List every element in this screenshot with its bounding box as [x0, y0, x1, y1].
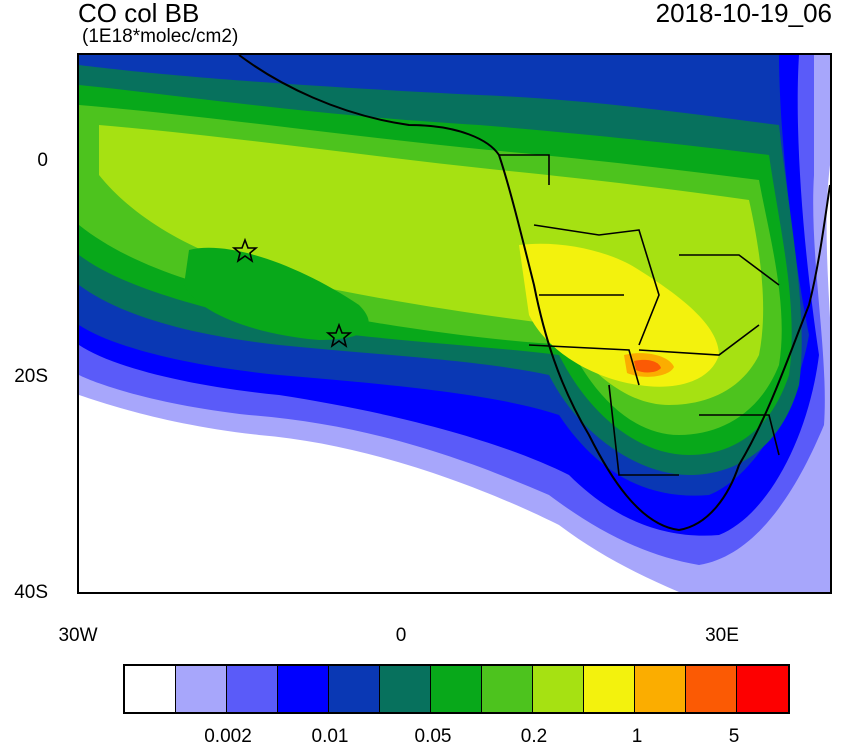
- colorbar-swatch: [380, 666, 431, 712]
- field-1: [519, 243, 719, 387]
- country-borders: [499, 154, 780, 476]
- map-title: CO col BB: [78, 0, 200, 28]
- colorbar-swatch: [584, 666, 635, 712]
- field-inner-blob: [184, 247, 369, 340]
- x-tick-30w: 30W: [58, 625, 98, 646]
- colorbar-label: 5: [728, 726, 740, 747]
- field-5: [634, 359, 661, 373]
- colorbar-swatch: [533, 666, 584, 712]
- co-column-map: [77, 53, 832, 594]
- colorbar-swatch: [431, 666, 482, 712]
- colorbar-label: 1: [631, 726, 643, 747]
- colorbar-swatch: [635, 666, 686, 712]
- units-label: (1E18*molec/cm2): [82, 26, 239, 47]
- colorbar-swatch: [686, 666, 737, 712]
- y-tick-0: 0: [37, 150, 48, 171]
- colorbar-label: 0.2: [520, 726, 548, 747]
- x-tick-0: 0: [395, 625, 407, 646]
- datetime-label: 2018-10-19_06: [655, 0, 832, 28]
- star-marker-1: [231, 237, 259, 263]
- star-marker-2: [325, 322, 353, 348]
- africa-coastline: [238, 55, 830, 532]
- colorbar-label: 0.002: [204, 726, 252, 747]
- colorbar: [123, 664, 790, 714]
- colorbar-swatch: [737, 666, 788, 712]
- colorbar-label: 0.01: [311, 726, 349, 747]
- map-canvas: [79, 55, 830, 592]
- colorbar-swatch: [176, 666, 227, 712]
- colorbar-swatch: [227, 666, 278, 712]
- colorbar-swatch: [329, 666, 380, 712]
- y-tick-20s: 20S: [14, 366, 48, 387]
- y-tick-40s: 40S: [14, 582, 48, 603]
- colorbar-label: 0.05: [414, 726, 452, 747]
- colorbar-swatch: [278, 666, 329, 712]
- colorbar-swatch: [482, 666, 533, 712]
- x-tick-30e: 30E: [705, 625, 739, 646]
- colorbar-swatch: [125, 666, 176, 712]
